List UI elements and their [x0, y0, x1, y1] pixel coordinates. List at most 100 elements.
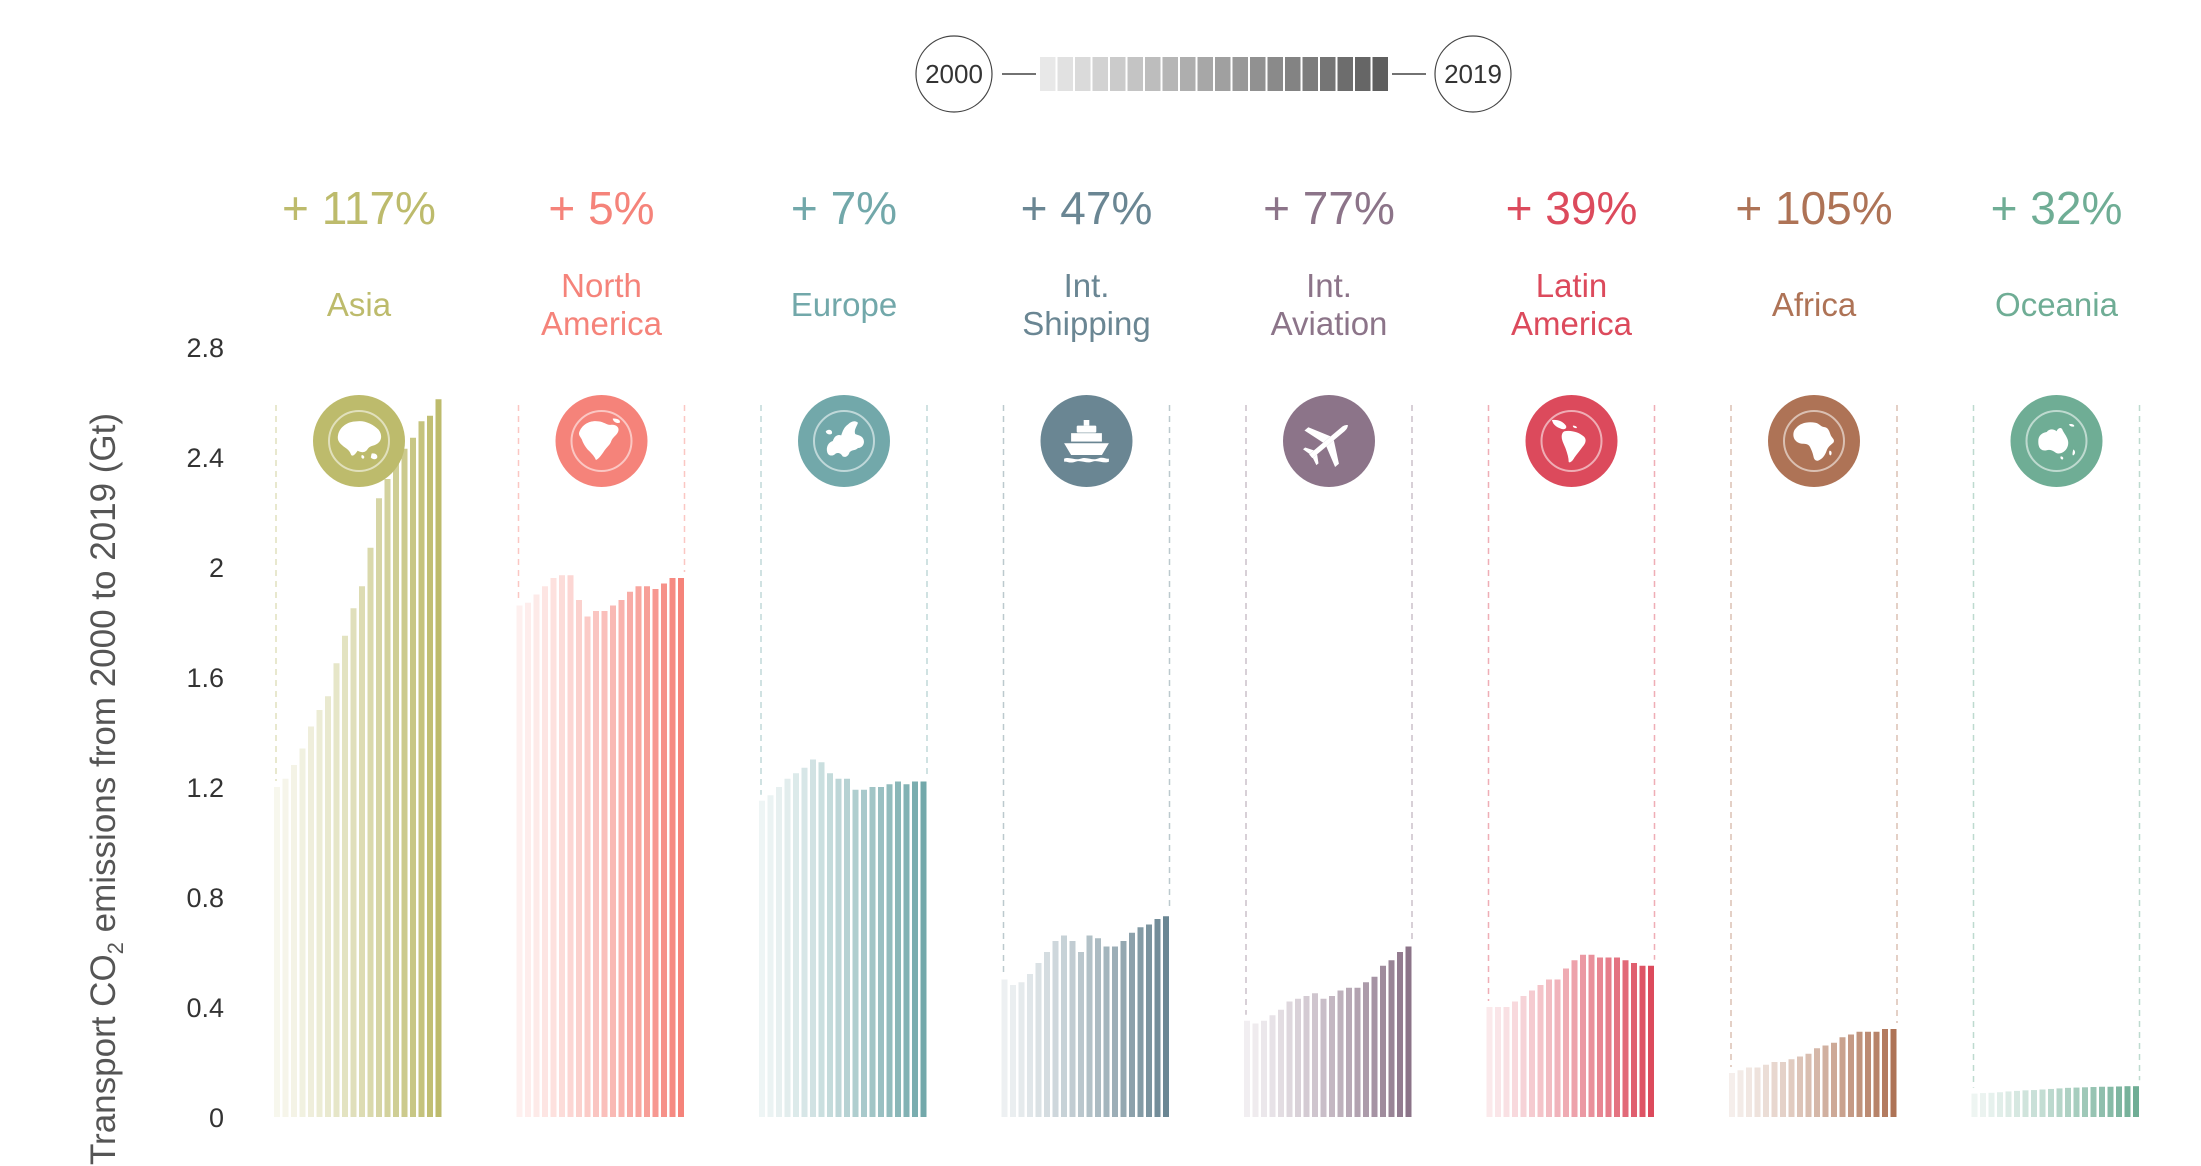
bar-int-shipping-2004	[1035, 963, 1042, 1117]
bar-europe-2001	[767, 795, 774, 1117]
bar-latin-america-2019	[1648, 965, 1654, 1117]
bar-latin-america-2016	[1622, 960, 1629, 1117]
bar-int-shipping-2005	[1044, 952, 1050, 1117]
bar-int-shipping-2001	[1010, 985, 1016, 1117]
bar-latin-america-2004	[1520, 996, 1527, 1117]
bar-latin-america-2012	[1588, 954, 1595, 1117]
bar-int-shipping-2006	[1052, 941, 1059, 1117]
legend-step	[1197, 57, 1213, 91]
bar-europe-2010	[844, 778, 850, 1117]
legend-end-label: 2019	[1444, 59, 1502, 89]
bar-asia-2000	[274, 787, 280, 1117]
bar-latin-america-2000	[1486, 1007, 1493, 1117]
change-label-int-aviation: + 77%	[1263, 182, 1395, 234]
bar-asia-2016	[410, 437, 416, 1117]
bar-north-america-2004	[550, 578, 557, 1117]
bar-europe-2000	[759, 800, 765, 1117]
legend-gradient	[1040, 57, 1388, 91]
bar-oceania-2005	[2014, 1090, 2020, 1117]
bar-europe-2004	[793, 773, 799, 1117]
bar-north-america-2015	[644, 586, 650, 1117]
bar-latin-america-2011	[1580, 954, 1586, 1117]
bar-group-asia	[274, 399, 442, 1117]
bar-group-africa	[1729, 1029, 1897, 1117]
change-label-africa: + 105%	[1735, 182, 1892, 234]
bar-europe-2008	[827, 773, 833, 1117]
y-tick-label: 2	[209, 553, 224, 583]
bar-oceania-2004	[2005, 1091, 2012, 1117]
globe-outline	[1540, 410, 1603, 472]
bar-north-america-2019	[678, 578, 684, 1117]
bar-africa-2000	[1729, 1073, 1735, 1117]
region-name-north-america: North America	[541, 267, 663, 342]
globe-outline	[1783, 410, 1845, 472]
bar-int-shipping-2018	[1154, 919, 1161, 1117]
region-panel-asia: + 117% Asia	[274, 182, 442, 1117]
bar-int-aviation-2018	[1397, 952, 1403, 1117]
bar-asia-2010	[359, 586, 365, 1117]
ship-icon	[1040, 395, 1133, 487]
bar-int-aviation-2015	[1371, 976, 1378, 1117]
bar-africa-2017	[1873, 1031, 1880, 1117]
bar-group-int-aviation	[1244, 946, 1412, 1117]
bar-int-shipping-2019	[1163, 916, 1169, 1117]
bar-europe-2018	[912, 781, 918, 1117]
bar-asia-2001	[282, 778, 289, 1117]
region-panel-north-america: + 5% North America	[516, 182, 686, 1117]
bar-int-shipping-2011	[1095, 938, 1101, 1117]
legend-step	[1110, 57, 1126, 91]
bar-north-america-2012	[618, 600, 625, 1117]
legend-step	[1075, 57, 1091, 91]
bar-latin-america-2005	[1529, 990, 1535, 1117]
bar-north-america-2014	[635, 586, 642, 1117]
bar-int-aviation-2009	[1320, 998, 1327, 1117]
latin-america-globe-icon	[1525, 395, 1618, 487]
bar-latin-america-2007	[1546, 979, 1552, 1117]
bar-africa-2011	[1822, 1045, 1829, 1117]
bar-latin-america-2002	[1503, 1007, 1510, 1117]
bar-europe-2013	[869, 787, 876, 1117]
bar-africa-2006	[1780, 1062, 1786, 1117]
bar-north-america-2008	[584, 616, 591, 1117]
north-america-globe-icon	[555, 395, 648, 487]
legend-step	[1145, 57, 1161, 91]
bar-north-america-2018	[669, 578, 676, 1117]
legend-start-label: 2000	[925, 59, 983, 89]
region-name-int-shipping: Int. Shipping	[1022, 267, 1150, 342]
bar-africa-2005	[1771, 1062, 1778, 1117]
globe-outline	[2025, 410, 2088, 472]
bar-int-aviation-2007	[1303, 996, 1310, 1117]
bar-africa-2013	[1839, 1037, 1846, 1117]
bar-europe-2019	[920, 781, 927, 1117]
bar-europe-2016	[895, 781, 901, 1117]
bar-oceania-2006	[2022, 1090, 2029, 1117]
y-tick-label: 0.4	[186, 993, 224, 1023]
bar-asia-2019	[435, 399, 442, 1117]
legend-step	[1180, 57, 1196, 91]
bar-int-aviation-2013	[1354, 987, 1361, 1117]
bar-africa-2004	[1763, 1064, 1769, 1117]
bar-group-int-shipping	[1001, 916, 1169, 1117]
bar-asia-2003	[299, 748, 306, 1117]
bar-africa-2010	[1814, 1048, 1820, 1117]
bar-north-america-2017	[661, 583, 667, 1117]
y-axis-label-rest: emissions from 2000 to 2019 (Gt)	[84, 413, 123, 942]
bar-latin-america-2018	[1639, 965, 1646, 1117]
bar-int-aviation-2004	[1278, 1009, 1284, 1117]
bar-int-aviation-2001	[1252, 1023, 1259, 1117]
bar-africa-2008	[1797, 1056, 1803, 1117]
legend-step	[1215, 57, 1231, 91]
bar-asia-2011	[367, 547, 374, 1117]
bar-asia-2005	[316, 710, 323, 1117]
region-panel-int-shipping: + 47% Int. Shipping	[1001, 182, 1171, 1117]
region-name-africa: Africa	[1772, 286, 1857, 323]
legend-step	[1285, 57, 1301, 91]
bar-europe-2011	[852, 789, 859, 1117]
bar-oceania-2001	[1980, 1093, 1986, 1117]
bar-asia-2013	[384, 479, 391, 1117]
bar-asia-2015	[401, 448, 408, 1117]
globe-outline	[328, 410, 390, 472]
legend-step	[1232, 57, 1248, 91]
bar-int-aviation-2008	[1312, 993, 1318, 1117]
region-name-latin-america: Latin America	[1511, 267, 1633, 342]
